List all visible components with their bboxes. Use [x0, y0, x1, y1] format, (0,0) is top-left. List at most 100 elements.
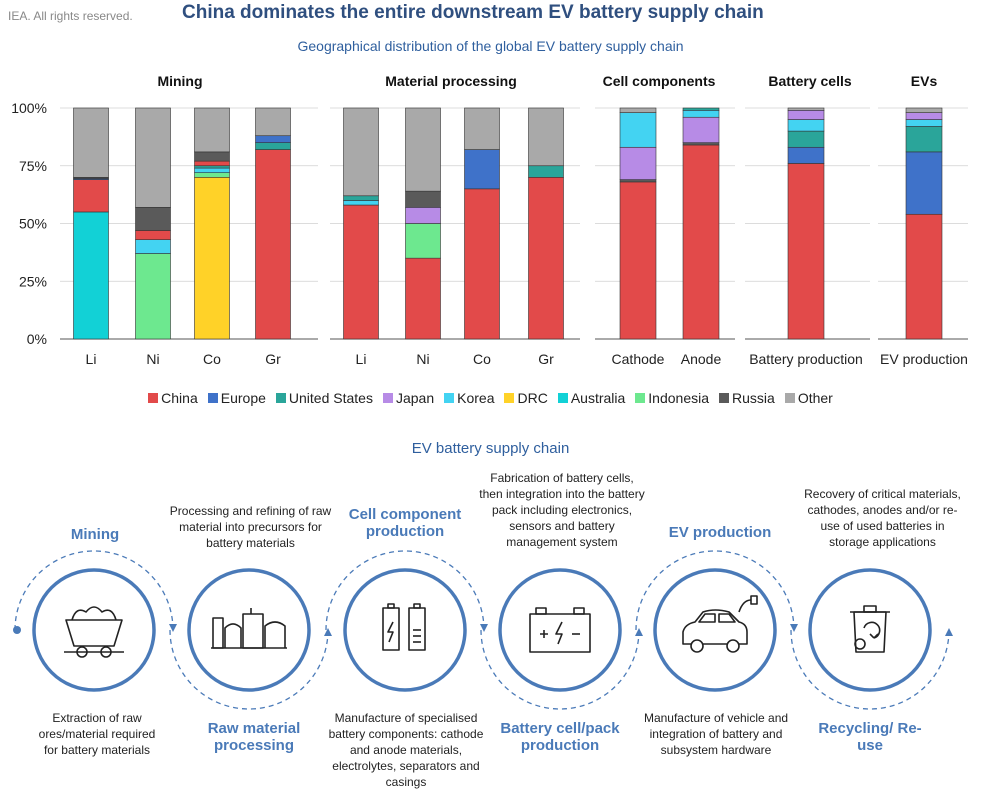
bar-segment-other: [135, 107, 171, 208]
stacked-bar-chart: 0% 25% 50% 75% 100% Mining Li Ni Co Gr Material pr…: [11, 73, 968, 367]
legend-swatch: [784, 393, 795, 403]
arrow-icon: [945, 628, 953, 636]
bar-segment-korea: [787, 119, 825, 132]
stage-label: EV production: [668, 524, 772, 541]
stage-label: Cell component production: [348, 506, 462, 540]
bar-segment-united-states: [194, 165, 230, 169]
stage-description: Manufacture of vehicle and integration o…: [643, 711, 789, 757]
bar-segment-korea: [619, 112, 657, 148]
bar-segment-other: [343, 107, 379, 197]
legend-label: Other: [797, 390, 833, 406]
y-tick-label: 50%: [19, 216, 47, 232]
legend-label: Europe: [220, 390, 266, 406]
bar-segment-indonesia: [194, 172, 230, 178]
stage-description: Recovery of critical materials, cathodes…: [804, 487, 961, 549]
stage-circle: [32, 568, 156, 692]
bar-segment-other: [905, 107, 943, 113]
stage-description: Extraction of raw ores/material required…: [38, 711, 156, 757]
x-tick-label: Co: [473, 351, 491, 367]
legend-item-russia: Russia: [719, 390, 775, 406]
legend-label: Indonesia: [648, 390, 710, 406]
arrow-icon: [635, 628, 643, 636]
x-tick-label: Ni: [416, 351, 429, 367]
bar-segment-japan: [405, 207, 441, 224]
arrow-icon: [324, 628, 332, 636]
chart-subtitle: Geographical distribution of the global …: [297, 38, 684, 54]
legend-label: United States: [288, 390, 373, 406]
bar-segment-korea: [194, 167, 230, 173]
group-title: Battery cells: [768, 73, 851, 89]
bar-segment-china: [528, 177, 564, 340]
legend-swatch: [504, 393, 515, 403]
bar-segment-japan: [905, 112, 943, 120]
bar-segment-united-states: [905, 126, 943, 153]
stage-label: Battery cell/pack production: [500, 720, 620, 754]
bar-segment-china: [682, 144, 720, 340]
legend-item-china: China: [148, 390, 198, 406]
start-dot: [13, 626, 21, 634]
bar-segment-drc: [194, 177, 230, 340]
recycling-bin-icon: [850, 605, 890, 653]
dashed-arc: [480, 629, 640, 710]
x-tick-label: Battery production: [749, 351, 863, 367]
bar-segment-russia: [135, 207, 171, 231]
bar-segment-japan: [787, 110, 825, 120]
stage-label: Mining: [70, 526, 120, 543]
legend-swatch: [275, 393, 286, 403]
bar-segment-other: [194, 107, 230, 153]
stage-circle: [343, 568, 467, 692]
supply-chain-title: EV battery supply chain: [411, 440, 570, 457]
legend-swatch: [557, 393, 568, 403]
factory-icon: [211, 608, 287, 649]
arrow-icon: [480, 624, 488, 632]
stage-circle: [653, 568, 777, 692]
legend-label: Korea: [457, 390, 495, 406]
bar-segment-other: [528, 107, 564, 167]
y-tick-label: 100%: [11, 100, 47, 116]
stage-description: Processing and refining of raw material …: [169, 504, 332, 550]
supply-chain-diagram: [13, 550, 953, 710]
legend-item-drc: DRC: [504, 390, 548, 406]
credit-text: IEA. All rights reserved.: [8, 9, 133, 23]
bar-segment-other: [464, 107, 500, 150]
legend-item-indonesia: Indonesia: [635, 390, 709, 406]
electric-car-icon: [682, 595, 758, 653]
x-tick-label: EV production: [880, 351, 968, 367]
bar-segment-europe: [464, 149, 500, 190]
mining-cart-icon: [64, 606, 124, 658]
chart-legend: China Europe United States Japan Korea DRC Aus…: [0, 390, 981, 406]
legend-label: DRC: [517, 390, 548, 406]
bar-segment-united-states: [255, 142, 291, 150]
legend-item-australia: Australia: [557, 390, 625, 406]
bar-segment-other: [405, 107, 441, 192]
x-tick-label: Gr: [538, 351, 554, 367]
bar-segment-china: [905, 213, 943, 340]
bar-segment-korea: [343, 200, 379, 206]
bar-segment-united-states: [682, 107, 720, 111]
stage-label: Recycling/ Re-use: [818, 720, 922, 754]
bar-segment-japan: [619, 146, 657, 180]
bar-segment-united-states: [787, 130, 825, 148]
dashed-arc: [790, 629, 950, 710]
bar-segment-korea: [135, 239, 171, 254]
bar-segment-china: [194, 160, 230, 167]
battery-pack-icon: [529, 607, 591, 653]
group-title: Mining: [157, 73, 202, 89]
bar-segment-china: [787, 163, 825, 340]
legend-swatch: [382, 393, 393, 403]
bar-segment-japan: [682, 116, 720, 143]
bar-segment-russia: [405, 190, 441, 208]
page-title: China dominates the entire downstream EV…: [182, 2, 764, 23]
bar-segment-china: [343, 204, 379, 340]
legend-swatch: [207, 393, 218, 403]
dashed-arc: [169, 629, 329, 710]
legend-swatch: [148, 393, 159, 403]
arrow-icon: [169, 624, 177, 632]
bar-segment-china: [135, 230, 171, 240]
group-title: EVs: [911, 73, 938, 89]
legend-item-korea: Korea: [444, 390, 494, 406]
bar-segment-europe: [787, 146, 825, 164]
x-tick-label: Ni: [146, 351, 159, 367]
y-tick-label: 25%: [19, 273, 47, 289]
legend-label: Japan: [395, 390, 435, 406]
